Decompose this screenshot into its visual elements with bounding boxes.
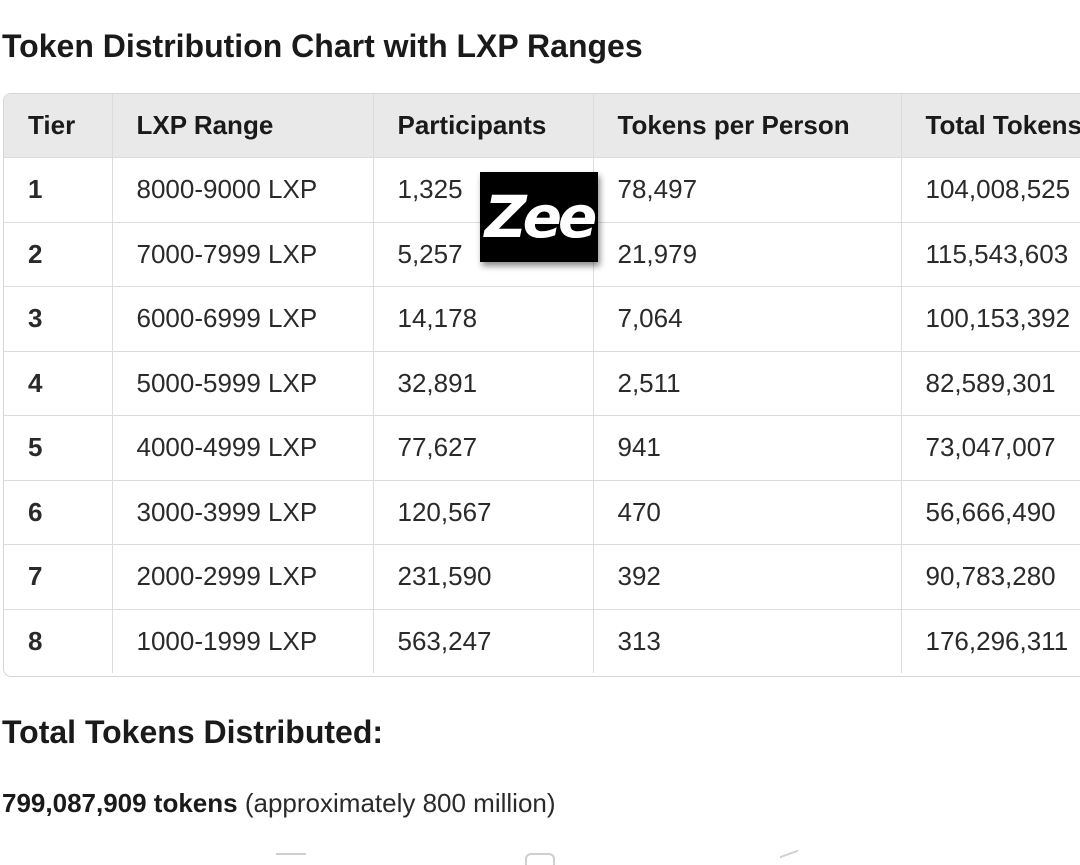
- total-tokens-cell: 104,008,525: [901, 157, 1080, 223]
- total-tokens-cell: 115,543,603: [901, 222, 1080, 287]
- summary-text: 799,087,909 tokens (approximately 800 mi…: [2, 788, 556, 819]
- participants-cell: 120,567: [373, 480, 594, 545]
- tier-cell: 4: [4, 351, 113, 416]
- tier-cell: 3: [4, 286, 113, 352]
- tokens-per-person-cell: 313: [593, 609, 902, 673]
- table-header-row: Tier LXP Range Participants Tokens per P…: [4, 94, 1080, 158]
- tier-cell: 5: [4, 415, 113, 481]
- tier-cell: 6: [4, 480, 113, 545]
- total-tokens-cell: 100,153,392: [901, 286, 1080, 352]
- lxp-range-cell: 2000-2999 LXP: [112, 544, 374, 610]
- total-tokens-cell: 56,666,490: [901, 480, 1080, 545]
- total-tokens-cell: 73,047,007: [901, 415, 1080, 481]
- recent-apps-nav-icon[interactable]: [276, 853, 306, 865]
- summary-total: 799,087,909 tokens: [2, 788, 238, 818]
- tokens-per-person-cell: 21,979: [593, 222, 902, 287]
- participants-cell: 77,627: [373, 415, 594, 481]
- zee-watermark-logo: Zee: [480, 172, 598, 262]
- summary-heading: Total Tokens Distributed:: [2, 714, 384, 750]
- total-tokens-cell: 82,589,301: [901, 351, 1080, 416]
- lxp-range-cell: 6000-6999 LXP: [112, 286, 374, 352]
- tier-cell: 8: [4, 609, 113, 673]
- lxp-range-cell: 7000-7999 LXP: [112, 222, 374, 287]
- column-header-tokens-per-person: Tokens per Person: [593, 94, 902, 158]
- page-title: Token Distribution Chart with LXP Ranges: [2, 28, 643, 64]
- column-header-tier: Tier: [4, 94, 113, 158]
- home-nav-icon[interactable]: [525, 853, 555, 865]
- tokens-per-person-cell: 941: [593, 415, 902, 481]
- table-row: 6 3000-3999 LXP 120,567 470 56,666,490: [4, 480, 1080, 545]
- lxp-range-cell: 4000-4999 LXP: [112, 415, 374, 481]
- lxp-range-cell: 5000-5999 LXP: [112, 351, 374, 416]
- participants-cell: 32,891: [373, 351, 594, 416]
- column-header-total-tokens: Total Tokens: [901, 94, 1080, 158]
- total-tokens-cell: 176,296,311: [901, 609, 1080, 673]
- participants-cell: 563,247: [373, 609, 594, 673]
- column-header-participants: Participants: [373, 94, 594, 158]
- table-row: 3 6000-6999 LXP 14,178 7,064 100,153,392: [4, 286, 1080, 352]
- tier-cell: 7: [4, 544, 113, 610]
- distribution-table: Tier LXP Range Participants Tokens per P…: [4, 94, 1080, 673]
- summary-note: (approximately 800 million): [237, 788, 556, 818]
- tokens-per-person-cell: 7,064: [593, 286, 902, 352]
- table-row: 5 4000-4999 LXP 77,627 941 73,047,007: [4, 415, 1080, 481]
- lxp-range-cell: 1000-1999 LXP: [112, 609, 374, 673]
- participants-cell: 231,590: [373, 544, 594, 610]
- tokens-per-person-cell: 392: [593, 544, 902, 610]
- column-header-lxp-range: LXP Range: [112, 94, 374, 158]
- lxp-range-cell: 8000-9000 LXP: [112, 157, 374, 223]
- tier-cell: 2: [4, 222, 113, 287]
- back-nav-icon[interactable]: [780, 849, 798, 865]
- table-row: 4 5000-5999 LXP 32,891 2,511 82,589,301: [4, 351, 1080, 416]
- table-row: 8 1000-1999 LXP 563,247 313 176,296,311: [4, 609, 1080, 673]
- table-row: 2 7000-7999 LXP 5,257 21,979 115,543,603: [4, 222, 1080, 287]
- tokens-per-person-cell: 470: [593, 480, 902, 545]
- lxp-range-cell: 3000-3999 LXP: [112, 480, 374, 545]
- participants-cell: 14,178: [373, 286, 594, 352]
- tokens-per-person-cell: 78,497: [593, 157, 902, 223]
- total-tokens-cell: 90,783,280: [901, 544, 1080, 610]
- tokens-per-person-cell: 2,511: [593, 351, 902, 416]
- tier-cell: 1: [4, 157, 113, 223]
- table-row: 7 2000-2999 LXP 231,590 392 90,783,280: [4, 544, 1080, 610]
- table-row: 1 8000-9000 LXP 1,325 78,497 104,008,525: [4, 157, 1080, 223]
